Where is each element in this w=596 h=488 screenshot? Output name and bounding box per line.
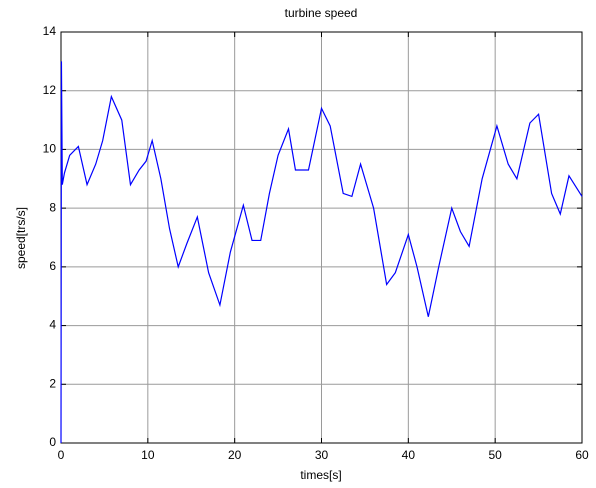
chart-title: turbine speed xyxy=(285,6,358,20)
y-tick-label: 4 xyxy=(49,318,56,332)
y-tick-label: 0 xyxy=(49,435,56,449)
x-tick-label: 10 xyxy=(141,448,155,462)
y-tick-label: 10 xyxy=(43,142,57,156)
x-tick-label: 0 xyxy=(58,448,65,462)
y-tick-label: 12 xyxy=(43,83,57,97)
x-tick-label: 50 xyxy=(488,448,502,462)
x-axis-label: times[s] xyxy=(300,468,341,482)
x-tick-label: 20 xyxy=(228,448,242,462)
x-tick-label: 40 xyxy=(402,448,416,462)
y-tick-label: 14 xyxy=(43,24,57,38)
y-axis-label: speed[trs/s] xyxy=(14,207,28,269)
y-tick-label: 2 xyxy=(49,376,56,390)
y-tick-label: 6 xyxy=(49,259,56,273)
line-series xyxy=(60,61,583,444)
x-tick-label: 30 xyxy=(315,448,329,462)
x-tick-label: 60 xyxy=(575,448,589,462)
y-tick-label: 8 xyxy=(49,200,56,214)
